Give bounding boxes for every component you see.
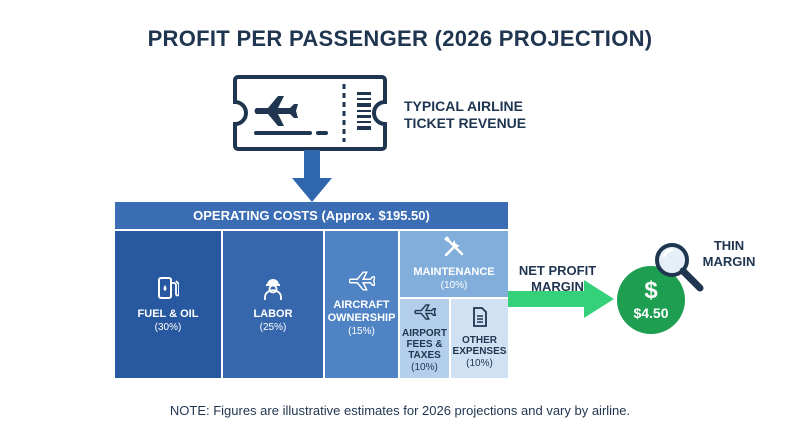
cost-label: LABOR xyxy=(253,307,293,320)
cost-label: AIRPORT xyxy=(402,327,447,339)
cost-label: FEES & xyxy=(406,338,443,350)
cost-label: FUEL & OIL xyxy=(137,307,199,320)
cost-label: OWNERSHIP xyxy=(327,312,396,324)
cost-cell-maintenance: MAINTENANCE (10%) xyxy=(400,231,508,297)
thin-margin-label: THIN MARGIN xyxy=(702,238,756,269)
cost-percent: (30%) xyxy=(154,321,182,333)
down-arrow-icon xyxy=(292,150,332,207)
airplane-icon xyxy=(413,303,436,325)
cost-label: OTHER xyxy=(462,335,497,346)
net-profit-badge: $ $4.50 xyxy=(617,266,685,334)
cost-cell-airport-fees: AIRPORT FEES & TAXES (10%) xyxy=(400,299,449,378)
cost-cell-fuel-oil: FUEL & OIL (30%) xyxy=(115,231,221,378)
cost-label: TAXES xyxy=(408,349,441,361)
cost-percent: (10%) xyxy=(440,280,468,291)
footnote: NOTE: Figures are illustrative estimates… xyxy=(169,403,631,418)
cost-percent: (25%) xyxy=(259,321,287,333)
cost-label: MAINTENANCE xyxy=(413,266,495,278)
cost-label: AIRCRAFT xyxy=(333,299,390,311)
green-arrow-icon xyxy=(508,280,614,323)
cost-label: EXPENSES xyxy=(452,346,507,357)
net-profit-amount: $4.50 xyxy=(633,305,669,321)
cost-cell-aircraft-ownership: AIRCRAFT OWNERSHIP (15%) xyxy=(325,231,398,378)
page-title: PROFIT PER PASSENGER (2026 PROJECTION) xyxy=(147,26,653,51)
tools-icon xyxy=(443,236,465,263)
fuel-pump-icon xyxy=(157,276,180,305)
cost-cell-labor: LABOR (25%) xyxy=(223,231,323,378)
document-icon xyxy=(472,307,488,332)
cost-cell-other-expenses: OTHER EXPENSES (10%) xyxy=(451,299,508,378)
cost-percent: (10%) xyxy=(411,361,438,373)
magnifier-icon xyxy=(650,240,706,301)
cost-percent: (15%) xyxy=(348,326,375,337)
worker-icon xyxy=(262,276,284,305)
cost-percent: (10%) xyxy=(466,358,493,369)
operating-costs-header: OPERATING COSTS (Approx. $195.50) xyxy=(115,202,508,229)
dollar-icon: $ xyxy=(644,277,658,304)
net-profit-label: NET PROFIT MARGIN xyxy=(518,263,597,294)
ticket-revenue-label: TYPICAL AIRLINE TICKET REVENUE xyxy=(404,98,527,131)
ticket-icon xyxy=(232,74,388,157)
airplane-icon xyxy=(348,271,376,296)
